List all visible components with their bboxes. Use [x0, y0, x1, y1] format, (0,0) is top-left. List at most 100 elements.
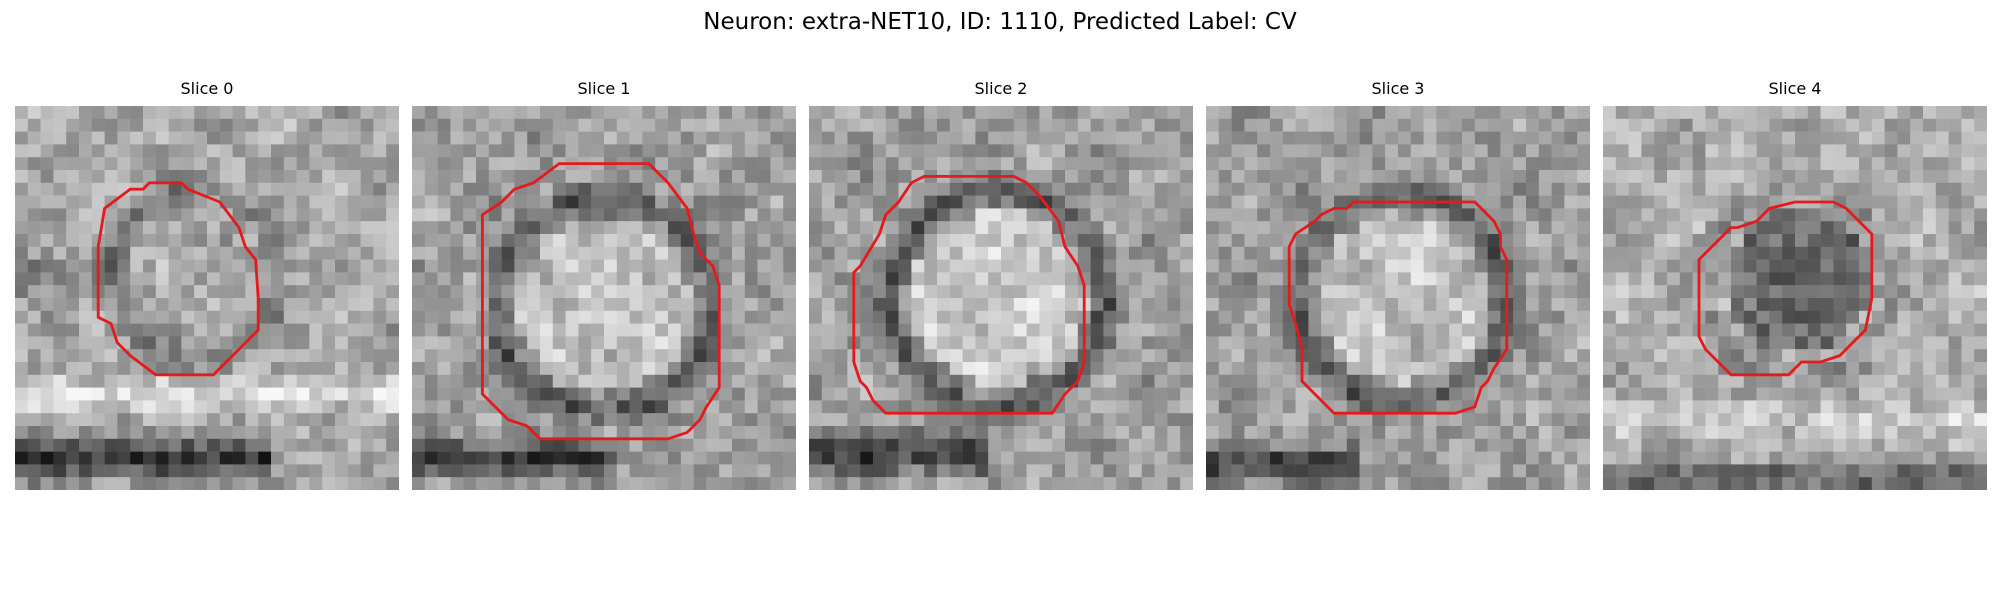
image-pixel	[1218, 234, 1232, 248]
image-pixel	[245, 106, 259, 120]
image-pixel	[719, 157, 733, 171]
image-pixel	[335, 400, 349, 414]
image-pixel	[655, 272, 669, 286]
image-pixel	[565, 144, 579, 158]
image-pixel	[1167, 208, 1181, 222]
image-pixel	[1654, 426, 1668, 440]
image-pixel	[1859, 336, 1873, 350]
image-pixel	[309, 259, 323, 273]
image-pixel	[1129, 246, 1143, 260]
image-pixel	[130, 298, 144, 312]
image-pixel	[1244, 234, 1258, 248]
image-pixel	[181, 426, 195, 440]
image-pixel	[1231, 310, 1245, 324]
image-pixel	[1244, 438, 1258, 452]
image-pixel	[527, 221, 541, 235]
image-pixel	[27, 182, 41, 196]
image-pixel	[412, 349, 426, 363]
image-pixel	[450, 246, 464, 260]
image-pixel	[1884, 374, 1898, 388]
image-pixel	[770, 106, 784, 120]
image-pixel	[1551, 413, 1565, 427]
image-pixel	[1180, 400, 1193, 414]
image-pixel	[360, 349, 374, 363]
image-pixel	[155, 131, 169, 145]
image-pixel	[296, 400, 310, 414]
image-pixel	[1577, 285, 1590, 299]
image-pixel	[53, 131, 67, 145]
image-pixel	[1141, 208, 1155, 222]
image-pixel	[463, 157, 477, 171]
image-pixel	[1218, 336, 1232, 350]
image-pixel	[412, 426, 426, 440]
image-pixel	[1782, 323, 1796, 337]
image-pixel	[194, 413, 208, 427]
image-pixel	[1654, 144, 1668, 158]
image-pixel	[335, 451, 349, 465]
image-pixel	[1065, 131, 1079, 145]
image-pixel	[642, 323, 656, 337]
image-pixel	[1295, 413, 1309, 427]
image-pixel	[40, 170, 54, 184]
image-pixel	[1257, 464, 1271, 478]
image-pixel	[309, 426, 323, 440]
image-pixel	[1641, 400, 1655, 414]
image-pixel	[360, 234, 374, 248]
image-pixel	[53, 106, 67, 120]
image-pixel	[322, 259, 336, 273]
image-pixel	[245, 464, 259, 478]
image-pixel	[821, 349, 835, 363]
image-pixel	[66, 131, 80, 145]
image-pixel	[412, 477, 426, 490]
image-pixel	[770, 195, 784, 209]
image-pixel	[629, 349, 643, 363]
image-pixel	[207, 336, 221, 350]
image-pixel	[1910, 234, 1924, 248]
image-pixel	[360, 195, 374, 209]
image-pixel	[1487, 438, 1501, 452]
image-pixel	[335, 298, 349, 312]
image-pixel	[604, 234, 618, 248]
image-pixel	[988, 144, 1002, 158]
image-pixel	[732, 413, 746, 427]
image-pixel	[1679, 285, 1693, 299]
image-pixel	[1474, 310, 1488, 324]
image-pixel	[1129, 400, 1143, 414]
image-pixel	[194, 477, 208, 490]
image-pixel	[1129, 234, 1143, 248]
image-pixel	[744, 413, 758, 427]
image-pixel	[1667, 144, 1681, 158]
image-pixel	[1756, 426, 1770, 440]
image-pixel	[271, 208, 285, 222]
image-pixel	[27, 336, 41, 350]
image-pixel	[1372, 221, 1386, 235]
image-pixel	[1538, 246, 1552, 260]
image-pixel	[1372, 362, 1386, 376]
image-pixel	[245, 157, 259, 171]
image-pixel	[450, 118, 464, 132]
image-pixel	[1218, 323, 1232, 337]
image-pixel	[744, 221, 758, 235]
image-pixel	[1820, 118, 1834, 132]
image-pixel	[1154, 298, 1168, 312]
image-pixel	[1538, 362, 1552, 376]
image-pixel	[783, 362, 796, 376]
image-pixel	[911, 182, 925, 196]
image-pixel	[143, 451, 157, 465]
image-pixel	[1961, 426, 1975, 440]
image-pixel	[616, 221, 630, 235]
image-pixel	[783, 221, 796, 235]
image-pixel	[1974, 477, 1987, 490]
image-pixel	[719, 106, 733, 120]
image-pixel	[1897, 426, 1911, 440]
image-pixel	[1013, 362, 1027, 376]
image-pixel	[437, 387, 451, 401]
image-pixel	[1231, 272, 1245, 286]
image-pixel	[1513, 349, 1527, 363]
image-pixel	[847, 195, 861, 209]
image-pixel	[757, 157, 771, 171]
image-pixel	[194, 310, 208, 324]
image-pixel	[1538, 413, 1552, 427]
image-pixel	[1321, 298, 1335, 312]
image-pixel	[1731, 157, 1745, 171]
